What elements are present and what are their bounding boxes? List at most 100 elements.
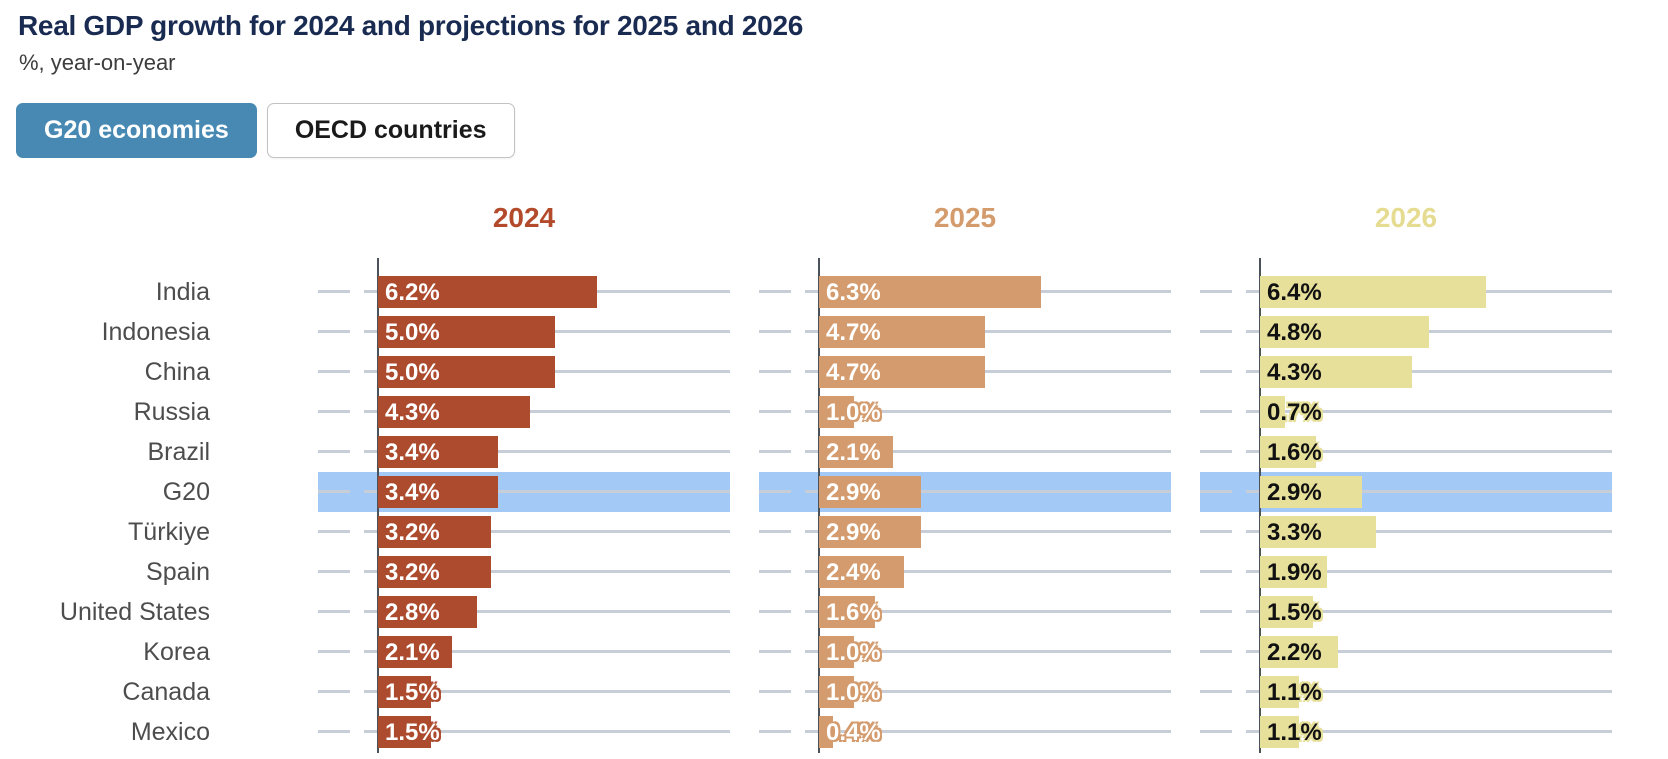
bar-2025-canada[interactable] bbox=[819, 676, 854, 708]
toggle-oecd-countries-button[interactable]: OECD countries bbox=[266, 103, 515, 158]
bar-2025-india[interactable] bbox=[819, 276, 1041, 308]
category-label-g20: G20 bbox=[162, 478, 210, 506]
gridline bbox=[364, 490, 730, 493]
category-label-russia: Russia bbox=[133, 398, 210, 426]
gridline bbox=[1200, 730, 1232, 733]
gridline bbox=[759, 410, 791, 413]
bar-value-label: 2.2% bbox=[1267, 639, 1322, 666]
gridline bbox=[805, 690, 1171, 693]
bar-value-label: 1.1% bbox=[1267, 719, 1322, 746]
bar-value-label: 2.8% bbox=[385, 599, 440, 626]
bar-2026-united-states[interactable] bbox=[1260, 596, 1313, 628]
gridline bbox=[805, 530, 1171, 533]
bar-2026-russia[interactable] bbox=[1260, 396, 1285, 428]
gridline bbox=[318, 610, 350, 613]
bar-value-label: 4.3% bbox=[385, 399, 440, 426]
gridline bbox=[318, 410, 350, 413]
category-label-türkiye: Türkiye bbox=[128, 518, 210, 546]
bar-2024-g20[interactable] bbox=[378, 476, 498, 508]
gridline bbox=[318, 570, 350, 573]
year-header-2024: 2024 bbox=[492, 202, 556, 233]
bar-2025-china[interactable] bbox=[819, 356, 985, 388]
bar-value-label: 2.9% bbox=[826, 519, 881, 546]
gridline bbox=[318, 530, 350, 533]
bar-2024-brazil[interactable] bbox=[378, 436, 498, 468]
gridline bbox=[318, 490, 350, 493]
chart-panel-2026: 2026 6.4% 4.8% 4.3% 0.7% 1.6% 2.9% 3.3% 1.9% 1.5%… bbox=[1200, 200, 1612, 756]
bar-2025-indonesia[interactable] bbox=[819, 316, 985, 348]
gridline bbox=[1246, 650, 1612, 653]
gridline bbox=[759, 690, 791, 693]
bar-value-label: 1.0% bbox=[826, 399, 881, 426]
bar-2024-korea[interactable] bbox=[378, 636, 452, 668]
bar-value-label: 4.3% bbox=[1267, 359, 1322, 386]
bar-value-label: 3.4% bbox=[385, 439, 440, 466]
bar-value-label: 3.4% bbox=[385, 479, 440, 506]
bar-2026-mexico[interactable] bbox=[1260, 716, 1299, 748]
bar-2026-india[interactable] bbox=[1260, 276, 1486, 308]
bar-2025-mexico[interactable] bbox=[819, 716, 833, 748]
page-title: Real GDP growth for 2024 and projections… bbox=[18, 10, 804, 41]
bar-2024-russia[interactable] bbox=[378, 396, 530, 428]
bar-2026-korea[interactable] bbox=[1260, 636, 1338, 668]
bar-2025-united-states[interactable] bbox=[819, 596, 875, 628]
gridline bbox=[805, 570, 1171, 573]
bar-2024-mexico[interactable] bbox=[378, 716, 431, 748]
bar-2026-spain[interactable] bbox=[1260, 556, 1327, 588]
bar-2026-canada[interactable] bbox=[1260, 676, 1299, 708]
bar-2025-brazil[interactable] bbox=[819, 436, 893, 468]
gridline bbox=[1200, 450, 1232, 453]
gridline bbox=[318, 290, 350, 293]
gridline bbox=[1200, 490, 1232, 493]
bar-value-label: 0.4% bbox=[826, 719, 881, 746]
bar-value-label: 6.4% bbox=[1267, 279, 1322, 306]
chart-subtitle: %, year-on-year bbox=[19, 50, 176, 75]
gridline bbox=[364, 730, 730, 733]
gridline bbox=[364, 410, 730, 413]
gridline bbox=[1246, 690, 1612, 693]
bar-value-label: 5.0% bbox=[385, 359, 440, 386]
gridline bbox=[1200, 690, 1232, 693]
bar-2026-china[interactable] bbox=[1260, 356, 1412, 388]
gridline bbox=[364, 530, 730, 533]
gridline bbox=[1246, 450, 1612, 453]
gridline bbox=[318, 330, 350, 333]
bar-2024-indonesia[interactable] bbox=[378, 316, 555, 348]
gridline bbox=[1200, 290, 1232, 293]
bar-2024-india[interactable] bbox=[378, 276, 597, 308]
gridline bbox=[759, 330, 791, 333]
bar-2024-spain[interactable] bbox=[378, 556, 491, 588]
toggle-g20-economies-button[interactable]: G20 economies bbox=[16, 103, 257, 158]
gridline bbox=[1200, 410, 1232, 413]
bar-2025-korea[interactable] bbox=[819, 636, 854, 668]
bar-2024-canada[interactable] bbox=[378, 676, 431, 708]
bar-2024-türkiye[interactable] bbox=[378, 516, 491, 548]
gridline bbox=[1200, 570, 1232, 573]
gridline bbox=[364, 610, 730, 613]
gridline bbox=[364, 690, 730, 693]
gridline bbox=[759, 610, 791, 613]
bar-2026-g20[interactable] bbox=[1260, 476, 1362, 508]
gridline bbox=[759, 490, 791, 493]
bar-2026-brazil[interactable] bbox=[1260, 436, 1316, 468]
gridline bbox=[805, 450, 1171, 453]
bar-2025-türkiye[interactable] bbox=[819, 516, 921, 548]
bar-2025-g20[interactable] bbox=[819, 476, 921, 508]
bar-value-label: 1.1% bbox=[1267, 679, 1322, 706]
bar-2025-russia[interactable] bbox=[819, 396, 854, 428]
gridline bbox=[805, 610, 1171, 613]
bar-2024-united-states[interactable] bbox=[378, 596, 477, 628]
chart-panel-2025: 2025 6.3% 4.7% 4.7% 1.0% 2.1% 2.9% 2.9% 2.4% 1.6%… bbox=[759, 200, 1171, 756]
gridline bbox=[318, 370, 350, 373]
gridline bbox=[1200, 610, 1232, 613]
bar-2025-spain[interactable] bbox=[819, 556, 904, 588]
bar-2026-türkiye[interactable] bbox=[1260, 516, 1376, 548]
category-label-india: India bbox=[155, 278, 210, 306]
bar-2024-china[interactable] bbox=[378, 356, 555, 388]
bar-value-label: 1.6% bbox=[826, 599, 881, 626]
bar-value-label: 3.2% bbox=[385, 559, 440, 586]
gridline bbox=[1200, 650, 1232, 653]
bar-2026-indonesia[interactable] bbox=[1260, 316, 1429, 348]
gridline bbox=[759, 450, 791, 453]
